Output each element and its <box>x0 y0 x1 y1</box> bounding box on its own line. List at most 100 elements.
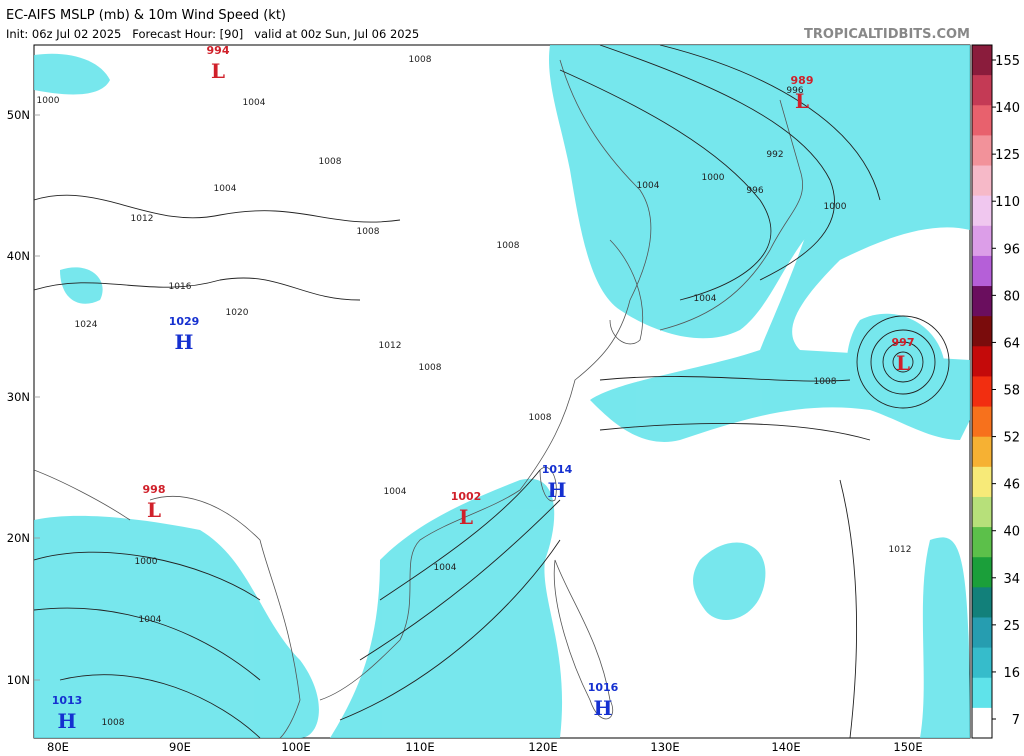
pressure-center-letter: H <box>175 330 194 354</box>
isobar-label: 1008 <box>419 363 442 373</box>
colorbar-segment <box>972 376 992 408</box>
colorbar-label: 64 <box>1003 336 1020 351</box>
isobar-label: 1008 <box>102 718 125 728</box>
lat-label: 30N <box>7 390 30 404</box>
pressure-center-letter: L <box>147 498 161 522</box>
isobars <box>34 45 950 738</box>
isobar-label: 1008 <box>409 55 432 65</box>
isobar-label: 1004 <box>434 563 457 573</box>
colorbar-segment <box>972 707 992 739</box>
pressure-center-letter: H <box>594 696 613 720</box>
watermark: TROPICALTIDBITS.COM <box>804 27 970 42</box>
isobar-label: 1000 <box>824 202 847 212</box>
isobar-label: 1020 <box>226 308 249 318</box>
colorbar-segment <box>972 346 992 377</box>
pressure-center-letter: L <box>211 59 225 83</box>
colorbar-segment <box>972 75 992 106</box>
lon-label: 80E <box>47 740 69 754</box>
lat-label: 10N <box>7 673 30 687</box>
isobar-label: 1012 <box>131 214 154 224</box>
isobar-label: 1004 <box>139 615 162 625</box>
title: EC-AIFS MSLP (mb) & 10m Wind Speed (kt) <box>6 8 286 23</box>
colorbar-segment <box>972 436 992 468</box>
colorbar-segment <box>972 466 992 498</box>
lon-label: 130E <box>650 740 679 754</box>
colorbar-segment <box>972 647 992 679</box>
pressure-center-value: 1013 <box>52 694 83 707</box>
isobar-label: 1000 <box>702 173 725 183</box>
lat-label: 50N <box>7 108 30 122</box>
colorbar-segment <box>972 105 992 136</box>
map-area <box>33 44 971 739</box>
colorbar-segment <box>972 527 992 558</box>
isobar-label: 1004 <box>243 98 266 108</box>
colorbar-label: 46 <box>1003 478 1020 493</box>
pressure-center-value: 998 <box>143 483 166 496</box>
isobar-label: 1008 <box>357 227 380 237</box>
colorbar-label: 140 <box>995 101 1020 116</box>
isobar-label: 992 <box>766 150 783 160</box>
isobar-label: 1008 <box>319 157 342 167</box>
lon-label: 110E <box>405 740 434 754</box>
colorbar-segment <box>972 677 992 709</box>
colorbar-label: 125 <box>995 148 1020 163</box>
colorbar-segment <box>972 557 992 588</box>
colorbar-label: 25 <box>1003 619 1020 634</box>
isobar-label: 1016 <box>169 282 192 292</box>
colorbar-label: 16 <box>1003 666 1020 681</box>
labels: 50N 40N 30N 20N 10N 80E 90E 100E 110E 120E 130E 140… <box>7 44 1020 754</box>
lon-label: 120E <box>528 740 557 754</box>
pressure-center-value: 1016 <box>588 681 619 694</box>
colorbar-segment <box>972 316 992 347</box>
graticule <box>34 114 40 681</box>
isobar-label: 1012 <box>889 545 912 555</box>
isobar-label: 1004 <box>214 184 237 194</box>
pressure-center-letter: L <box>459 505 473 529</box>
lon-label: 140E <box>771 740 800 754</box>
colorbar-segment <box>972 406 992 438</box>
colorbar-segment <box>972 496 992 528</box>
colorbar-segment <box>972 135 992 167</box>
colorbar-label: 155 <box>995 54 1020 69</box>
colorbar-label: 110 <box>995 195 1020 210</box>
colorbar-segment <box>972 617 992 649</box>
colorbar-segment <box>972 255 992 287</box>
pressure-center-value: 989 <box>791 74 814 87</box>
isobar-label: 1004 <box>637 181 660 191</box>
isobar-label: 996 <box>786 86 803 96</box>
isobar-label: 1024 <box>75 320 98 330</box>
pressure-center-value: 1029 <box>169 315 200 328</box>
isobar-label: 1000 <box>135 557 158 567</box>
lat-label: 40N <box>7 249 30 263</box>
colorbar-label: 52 <box>1003 431 1020 446</box>
isobar-label: 1008 <box>814 377 837 387</box>
isobar-label: 1008 <box>529 413 552 423</box>
lat-label: 20N <box>7 531 30 545</box>
isobar-label: 1000 <box>37 96 60 106</box>
pressure-center-value: 1014 <box>542 463 573 476</box>
colorbar-segment <box>972 587 992 618</box>
isobar-label: 1004 <box>694 294 717 304</box>
lon-label: 150E <box>893 740 922 754</box>
isobar-label: 1004 <box>384 487 407 497</box>
pressure-center-letter: L <box>896 351 910 375</box>
pressure-center-letter: H <box>548 478 567 502</box>
colorbar-segment <box>972 225 992 257</box>
colorbar-label: 58 <box>1003 384 1020 399</box>
pressure-center-value: 994 <box>207 44 230 57</box>
subtitle: Init: 06z Jul 02 2025 Forecast Hour: [90… <box>6 27 419 41</box>
colorbar-label: 40 <box>1003 525 1020 540</box>
lon-label: 90E <box>169 740 191 754</box>
colorbar-segment <box>972 165 992 197</box>
colorbar-label: 34 <box>1003 572 1020 587</box>
wind-shading <box>34 45 970 738</box>
isobar-label: 1012 <box>379 341 402 351</box>
pressure-center-letter: H <box>58 709 77 733</box>
colorbar-segment <box>972 286 992 317</box>
coastlines <box>34 59 804 738</box>
colorbar-frame <box>971 44 993 739</box>
isobar-label: 1008 <box>497 241 520 251</box>
isobar-label: 996 <box>746 186 763 196</box>
colorbar-segment <box>972 45 992 76</box>
